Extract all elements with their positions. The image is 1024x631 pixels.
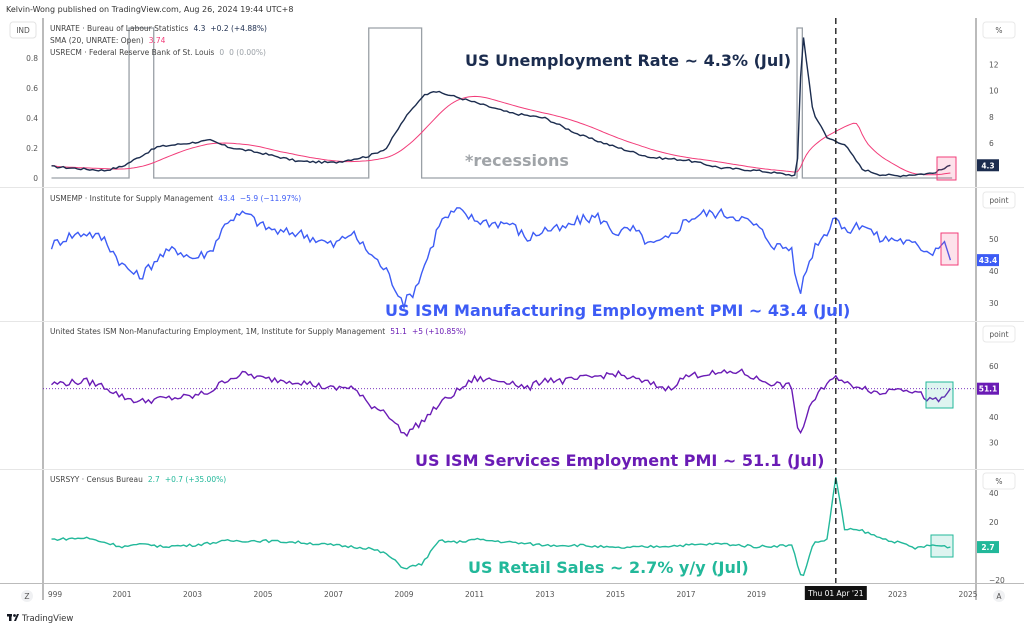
crosshair-date-text: Thu 01 Apr '21 bbox=[807, 589, 864, 598]
scale-unit-button[interactable] bbox=[982, 472, 1016, 490]
y-tick-label: 30 bbox=[989, 439, 999, 448]
legend-name: USRECM · Federal Reserve Bank of St. Lou… bbox=[50, 48, 214, 57]
left-tick-label: 0 bbox=[33, 174, 38, 183]
legend-name: USMEMP · Institute for Supply Management bbox=[50, 194, 213, 203]
legend-change: −5.9 (−11.97%) bbox=[240, 194, 301, 203]
services-highlight-box bbox=[925, 381, 954, 409]
left-tick-label: 0.8 bbox=[26, 54, 38, 63]
x-tick-label: 999 bbox=[48, 590, 63, 599]
publisher-caption: Kelvin-Wong published on TradingView.com… bbox=[6, 5, 293, 14]
x-tick-label: 2025 bbox=[958, 590, 977, 599]
x-tick-label: 2023 bbox=[888, 590, 907, 599]
left-scale-mode-button[interactable] bbox=[9, 21, 37, 39]
y-tick-label: 40 bbox=[989, 413, 999, 422]
legend-value: 51.1 bbox=[390, 327, 407, 336]
last-value-text: 51.1 bbox=[979, 385, 998, 394]
last-value-badge bbox=[977, 159, 999, 172]
unemployment-highlight-box bbox=[936, 156, 957, 181]
last-value-text: 2.7 bbox=[981, 543, 994, 552]
y-tick-label: 6 bbox=[989, 139, 994, 148]
manufacturing-highlight-box bbox=[940, 232, 959, 266]
legend-change: +5 (+10.85%) bbox=[412, 327, 466, 336]
services-legend: United States ISM Non-Manufacturing Empl… bbox=[50, 327, 466, 336]
legend-name: USRSYY · Census Bureau bbox=[50, 475, 143, 484]
recessions-annotation: *recessions bbox=[465, 151, 569, 170]
scale-unit-button[interactable] bbox=[982, 191, 1016, 209]
services-annotation: US ISM Services Employment PMI ~ 51.1 (J… bbox=[415, 451, 824, 470]
last-value-text: 43.4 bbox=[979, 256, 998, 265]
x-tick-label: 2001 bbox=[112, 590, 131, 599]
ism-manufacturing-employment-series-line bbox=[50, 207, 952, 311]
x-tick-label: 2011 bbox=[465, 590, 484, 599]
scale-unit-button[interactable] bbox=[982, 325, 1016, 343]
x-tick-label: 2005 bbox=[253, 590, 272, 599]
x-tick-label: 2017 bbox=[676, 590, 695, 599]
svg-text:UNRATE · Bureau of Labour Stat: UNRATE · Bureau of Labour Statistics 4.3 +… bbox=[50, 24, 267, 33]
legend-change: 0 (0.00%) bbox=[229, 48, 266, 57]
manufacturing-annotation: US ISM Manufacturing Employment PMI ~ 43… bbox=[385, 301, 850, 320]
last-value-badge bbox=[977, 254, 999, 267]
x-tick-label: 2019 bbox=[747, 590, 766, 599]
svg-text:SMA (20, UNRATE: Open)3.74: SMA (20, UNRATE: Open) 3.74 bbox=[50, 36, 166, 45]
legend-value: 0 bbox=[219, 48, 224, 57]
legend-value: 4.3 bbox=[193, 24, 205, 33]
manufacturing-legend: USMEMP · Institute for Supply Management… bbox=[50, 194, 301, 203]
y-tick-label: 12 bbox=[989, 60, 999, 69]
legend-name: United States ISM Non-Manufacturing Empl… bbox=[50, 327, 385, 336]
scale-unit-label: % bbox=[995, 477, 1002, 486]
y-tick-label: 40 bbox=[989, 267, 999, 276]
tradingview-logo-icon bbox=[7, 614, 19, 621]
ism-services-employment-series-line bbox=[51, 368, 951, 438]
chart-background bbox=[0, 18, 1024, 601]
unemployment-series-line bbox=[51, 37, 951, 178]
x-tick-label: 2015 bbox=[606, 590, 625, 599]
legend-name: UNRATE · Bureau of Labour Statistics bbox=[50, 24, 189, 33]
y-tick-label: 60 bbox=[989, 362, 999, 371]
y-tick-label: 30 bbox=[989, 299, 999, 308]
x-tick-label: 2007 bbox=[324, 590, 343, 599]
left-tick-label: 0.2 bbox=[26, 144, 38, 153]
retail-annotation: US Retail Sales ~ 2.7% y/y (Jul) bbox=[468, 558, 749, 577]
footer-brand: TradingView bbox=[21, 614, 73, 624]
sma-series-line bbox=[51, 95, 951, 176]
y-tick-label: −20 bbox=[989, 576, 1005, 585]
retail-highlight-box bbox=[930, 534, 954, 558]
timezone-button[interactable] bbox=[21, 590, 33, 602]
x-tick-label: 2003 bbox=[183, 590, 202, 599]
unemployment-legend: UNRATE · Bureau of Labour Statistics 4.3 +… bbox=[50, 24, 267, 57]
last-value-text: 4.3 bbox=[981, 161, 994, 170]
left-tick-label: 0.6 bbox=[26, 84, 38, 93]
legend-value: 2.7 bbox=[148, 475, 160, 484]
legend-name: SMA (20, UNRATE: Open) bbox=[50, 36, 144, 45]
y-tick-label: 8 bbox=[989, 113, 994, 122]
last-value-badge bbox=[977, 382, 999, 395]
crosshair-date-label bbox=[804, 586, 867, 600]
scale-unit-label: % bbox=[995, 26, 1002, 35]
y-tick-label: 50 bbox=[989, 235, 999, 244]
x-tick-label: 2013 bbox=[535, 590, 554, 599]
last-value-badge bbox=[977, 541, 999, 554]
x-tick-label: 2009 bbox=[394, 590, 413, 599]
retail-sales-series-line bbox=[51, 477, 951, 577]
scale-unit-label: point bbox=[989, 196, 1008, 205]
auto-scale-button[interactable] bbox=[993, 590, 1005, 602]
legend-value: 3.74 bbox=[149, 36, 166, 45]
y-tick-label: 40 bbox=[989, 489, 999, 498]
left-tick-label: 0.4 bbox=[26, 114, 38, 123]
legend-change: +0.7 (+35.00%) bbox=[165, 475, 226, 484]
svg-text:USRECM · Federal Reserve Bank: USRECM · Federal Reserve Bank of St. Lou… bbox=[50, 48, 266, 57]
left-scale-label: IND bbox=[16, 26, 30, 35]
auto-scale-button-label: A bbox=[996, 592, 1002, 601]
recession-series-line bbox=[51, 27, 953, 179]
timezone-button-label: Z bbox=[24, 592, 29, 601]
legend-value: 43.4 bbox=[218, 194, 235, 203]
y-tick-label: 10 bbox=[989, 87, 999, 96]
scale-unit-label: point bbox=[989, 330, 1008, 339]
y-tick-label: 20 bbox=[989, 518, 999, 527]
retail-legend: USRSYY · Census Bureau 2.7 +0.7 (+35.00%) bbox=[50, 475, 226, 484]
unemployment-annotation: US Unemployment Rate ~ 4.3% (Jul) bbox=[465, 51, 791, 70]
legend-change: +0.2 (+4.88%) bbox=[210, 24, 267, 33]
scale-unit-button[interactable] bbox=[982, 21, 1016, 39]
